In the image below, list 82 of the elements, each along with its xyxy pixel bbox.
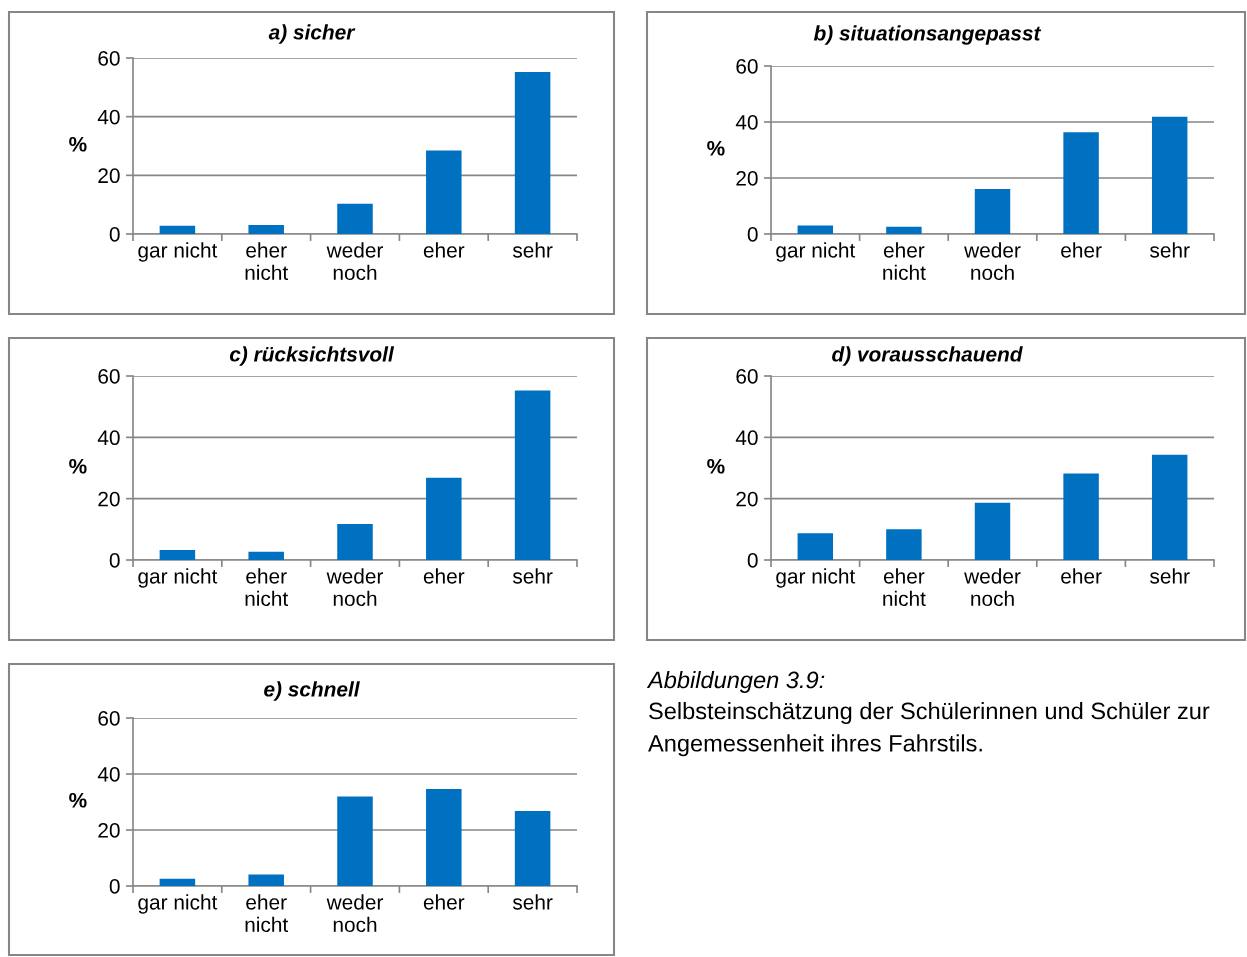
bar	[974, 188, 1011, 234]
y-tick-label: 40	[97, 430, 120, 446]
chart-title: c) rücksichtsvoll	[229, 346, 395, 366]
bar	[426, 477, 462, 560]
x-tick-label: eher	[1061, 568, 1102, 584]
y-tick-label: 0	[747, 227, 758, 242]
x-tick-label: eher nicht	[883, 242, 926, 281]
bar	[886, 529, 922, 560]
bar	[797, 533, 834, 560]
y-tick-label: 60	[98, 51, 120, 66]
y-tick-label: 0	[109, 227, 120, 242]
bar	[514, 390, 551, 560]
x-tick-label: eher nicht	[245, 242, 289, 281]
y-tick-label: 20	[98, 823, 120, 838]
x-tick-label: weder noch	[964, 568, 1021, 607]
bar	[514, 810, 551, 886]
y-tick-label: 0	[747, 553, 758, 568]
x-tick-label: eher nicht	[245, 568, 289, 607]
bar	[514, 72, 551, 234]
y-tick-label: 40	[735, 430, 758, 446]
x-tick-label: gar nicht	[776, 242, 856, 262]
y-tick-label: 40	[97, 767, 120, 782]
y-axis-title: %	[69, 792, 87, 808]
x-tick-label: weder noch	[326, 242, 384, 281]
chart-title: e) schnell	[264, 681, 360, 701]
bar	[1063, 132, 1099, 234]
x-tick-label: sehr	[512, 568, 553, 584]
y-tick-label: 60	[736, 59, 758, 74]
y-tick-label: 40	[735, 115, 758, 130]
x-tick-label: eher	[423, 568, 465, 584]
bar	[337, 524, 373, 560]
x-tick-label: gar nicht	[776, 568, 856, 588]
bar	[248, 224, 284, 234]
bar	[1063, 473, 1099, 560]
bar	[426, 150, 462, 234]
x-tick-label: eher nicht	[245, 894, 289, 933]
x-tick-label: gar nicht	[138, 242, 218, 262]
x-tick-label: eher	[1061, 242, 1102, 258]
bar	[797, 225, 834, 234]
y-axis-title: %	[69, 136, 87, 152]
bar	[1151, 454, 1188, 560]
y-tick-label: 20	[98, 491, 120, 507]
text: Selbsteinschätzung der Schülerinnen und Schüler zur Angemessenheit ihres Fahrstils.	[648, 702, 1210, 757]
y-tick-label: 60	[98, 369, 120, 384]
chart-title: a) sicher	[268, 24, 356, 44]
y-tick-label: 40	[97, 109, 120, 125]
x-tick-label: weder noch	[964, 242, 1021, 281]
bar	[974, 502, 1011, 560]
x-tick-label: sehr	[1150, 242, 1190, 258]
x-tick-label: sehr	[512, 242, 553, 258]
x-tick-label: eher	[423, 894, 465, 910]
bar	[159, 549, 196, 560]
y-tick-label: 20	[98, 168, 120, 184]
x-tick-label: eher nicht	[883, 568, 926, 607]
x-tick-label: gar nicht	[138, 568, 218, 588]
x-tick-label: eher	[423, 242, 465, 258]
y-axis-title: %	[707, 458, 725, 474]
bar	[426, 789, 462, 886]
chart-title: b) situationsangepasst	[813, 25, 1042, 45]
y-tick-label: 0	[109, 879, 120, 894]
x-tick-label: weder noch	[326, 894, 384, 933]
bar	[248, 874, 284, 886]
bar	[159, 225, 196, 234]
y-tick-label: 20	[736, 491, 758, 507]
bar	[337, 203, 373, 234]
x-tick-label: sehr	[1150, 568, 1190, 584]
x-tick-label: weder noch	[326, 568, 384, 607]
chart-title: d) vorausschauend	[832, 346, 1023, 366]
y-tick-label: 60	[98, 711, 120, 726]
text: Abbildungen 3.9:	[646, 670, 825, 694]
bar	[337, 796, 373, 886]
y-tick-label: 20	[736, 171, 758, 186]
bar	[159, 878, 196, 886]
x-tick-label: sehr	[512, 894, 553, 910]
bar	[886, 226, 922, 234]
bar	[1151, 116, 1188, 234]
y-axis-title: %	[707, 140, 725, 156]
y-tick-label: 60	[736, 369, 758, 384]
y-axis-title: %	[69, 458, 87, 474]
x-tick-label: gar nicht	[138, 894, 218, 914]
bar	[248, 551, 284, 560]
y-tick-label: 0	[109, 553, 120, 568]
